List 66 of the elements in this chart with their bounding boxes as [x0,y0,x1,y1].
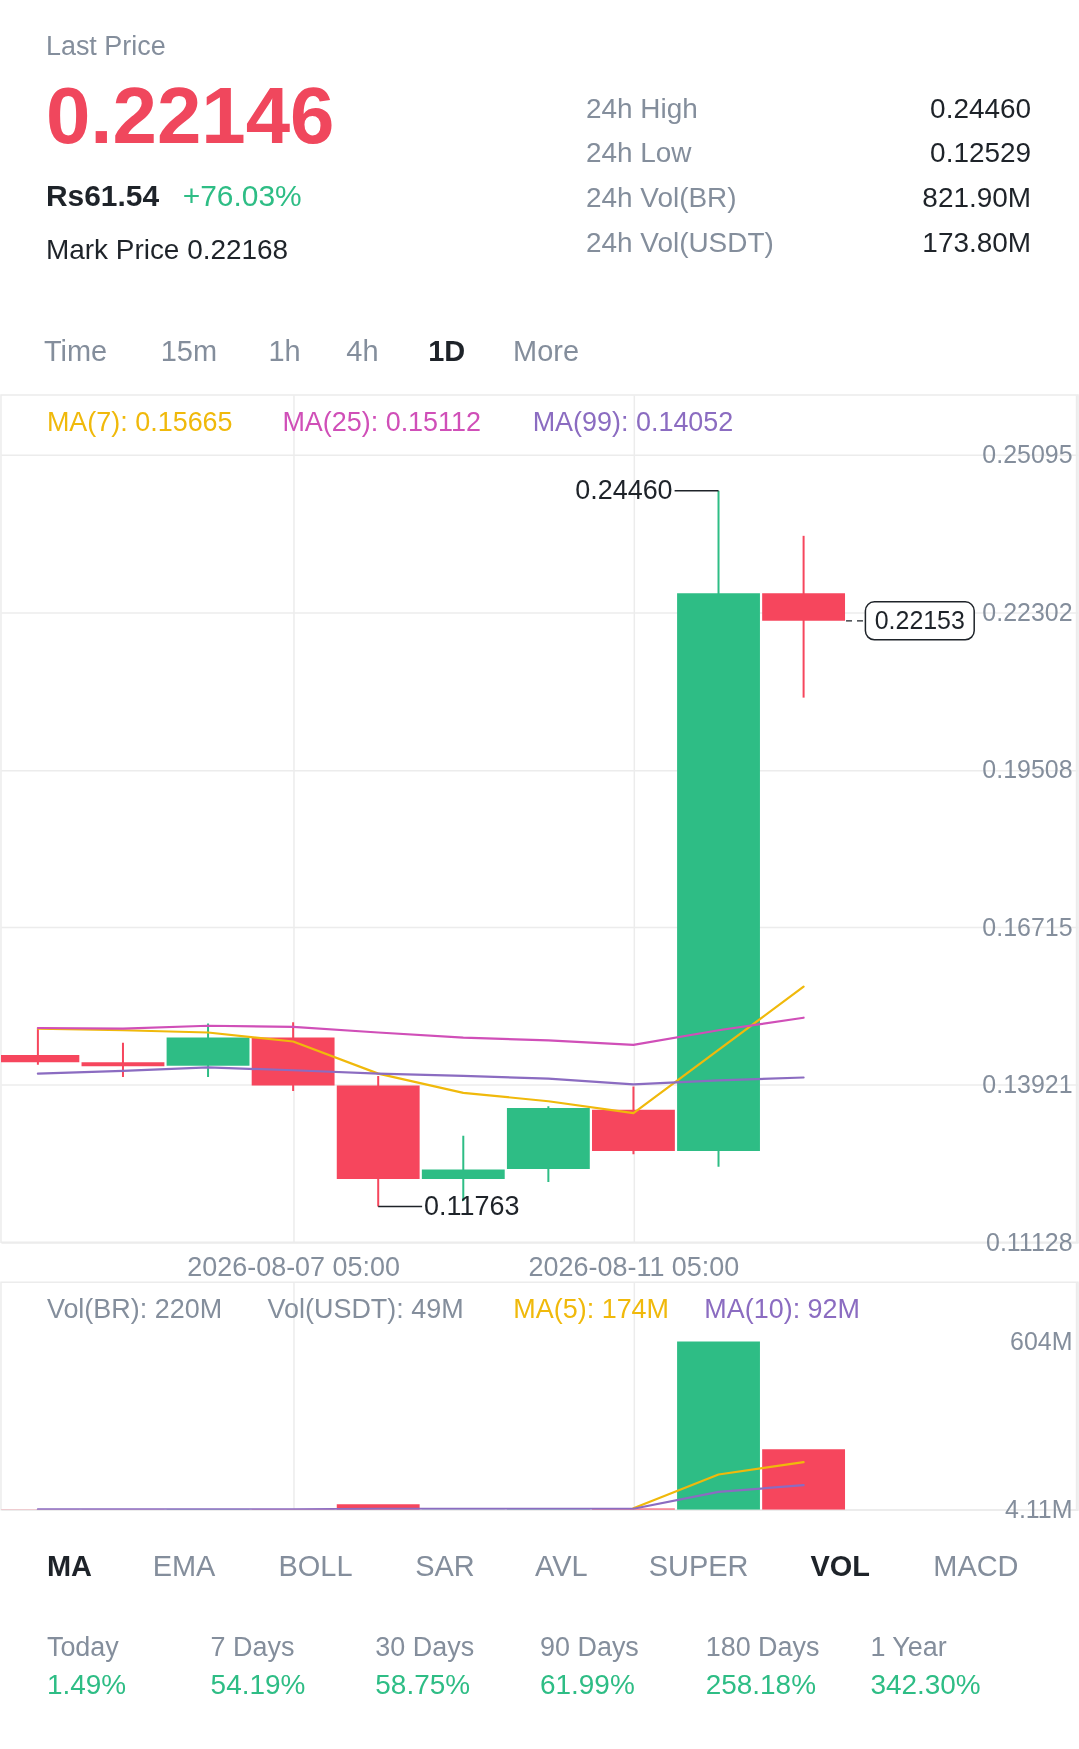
text: Last Price [45,30,166,61]
text: 0.24460 [930,93,1032,125]
line-series [36,1484,805,1510]
text: 821.90M [922,182,1032,214]
line-series [36,1066,805,1086]
text: 1h [268,334,301,367]
text: Mark Price 0.22168 [45,234,289,266]
text: MA(5): 174M [513,1294,670,1325]
text: MA(10): 92M [704,1294,861,1325]
y-tick-label: 0.22302 [982,597,1073,626]
text: 24h Vol(USDT) [585,227,774,259]
text: 1 Year [870,1631,947,1662]
text: AVL [535,1549,588,1582]
text: More [513,334,579,367]
text: 24h Low [585,137,693,169]
text: MACD [933,1549,1019,1582]
ref-line-label: 0.22153 [874,605,965,634]
text: MA [46,1549,93,1582]
text: SAR [415,1549,475,1582]
annotation: Vol(USDT): 49M [267,1294,464,1325]
text: Time [43,334,108,367]
text: 4h [346,334,379,367]
x-tick-label: 2026-08-11 05:00 [528,1251,740,1282]
text: MA(25): 0.15112 [282,406,482,437]
y-tick-label: 0.19508 [982,755,1073,784]
annotation: 0.24460 [575,474,673,505]
text: 0.12529 [930,137,1032,169]
text: 24h Vol(BR) [585,182,737,214]
line-series [36,1016,805,1046]
text: 61.99% [540,1669,635,1701]
text: 342.30% [870,1669,981,1701]
text: +76.03% [182,179,302,213]
text: 90 Days [540,1631,639,1662]
text: 30 Days [375,1631,475,1662]
text: Rs61.54 [45,179,160,213]
annotation: 0.11763 [424,1190,520,1221]
bar [762,1449,846,1510]
text: 58.75% [375,1669,471,1701]
text: 173.80M [922,227,1032,259]
bar [677,1341,760,1510]
y-tick-label: 4.11M [1005,1495,1073,1524]
text: 258.18% [705,1669,816,1701]
text: 24h High [585,93,698,125]
text: EMA [152,1549,217,1582]
text: Today [46,1631,120,1662]
x-tick-label: 2026-08-07 05:00 [187,1251,400,1282]
y-tick-label: 0.11128 [986,1227,1073,1256]
y-tick-label: 0.13921 [982,1070,1073,1099]
text: SUPER [648,1549,749,1582]
text: 7 Days [210,1631,295,1662]
text: 0.22146 [45,71,335,161]
text: 54.19% [210,1669,306,1701]
candlestick [81,1041,165,1079]
text: 1D [428,334,466,367]
text: VOL [810,1549,870,1582]
y-tick-label: 0.25095 [982,440,1073,469]
text: MA(7): 0.15665 [46,406,233,437]
text: BOLL [278,1549,353,1582]
text: 180 Days [705,1631,820,1662]
annotation: Vol(BR): 220M [46,1294,223,1325]
text: 1.49% [46,1669,127,1701]
y-tick-label: 0.16715 [982,912,1073,941]
text: MA(99): 0.14052 [532,406,734,437]
y-tick-label: 604M [1010,1326,1073,1355]
text: 15m [160,334,217,367]
line-series [36,985,805,1115]
